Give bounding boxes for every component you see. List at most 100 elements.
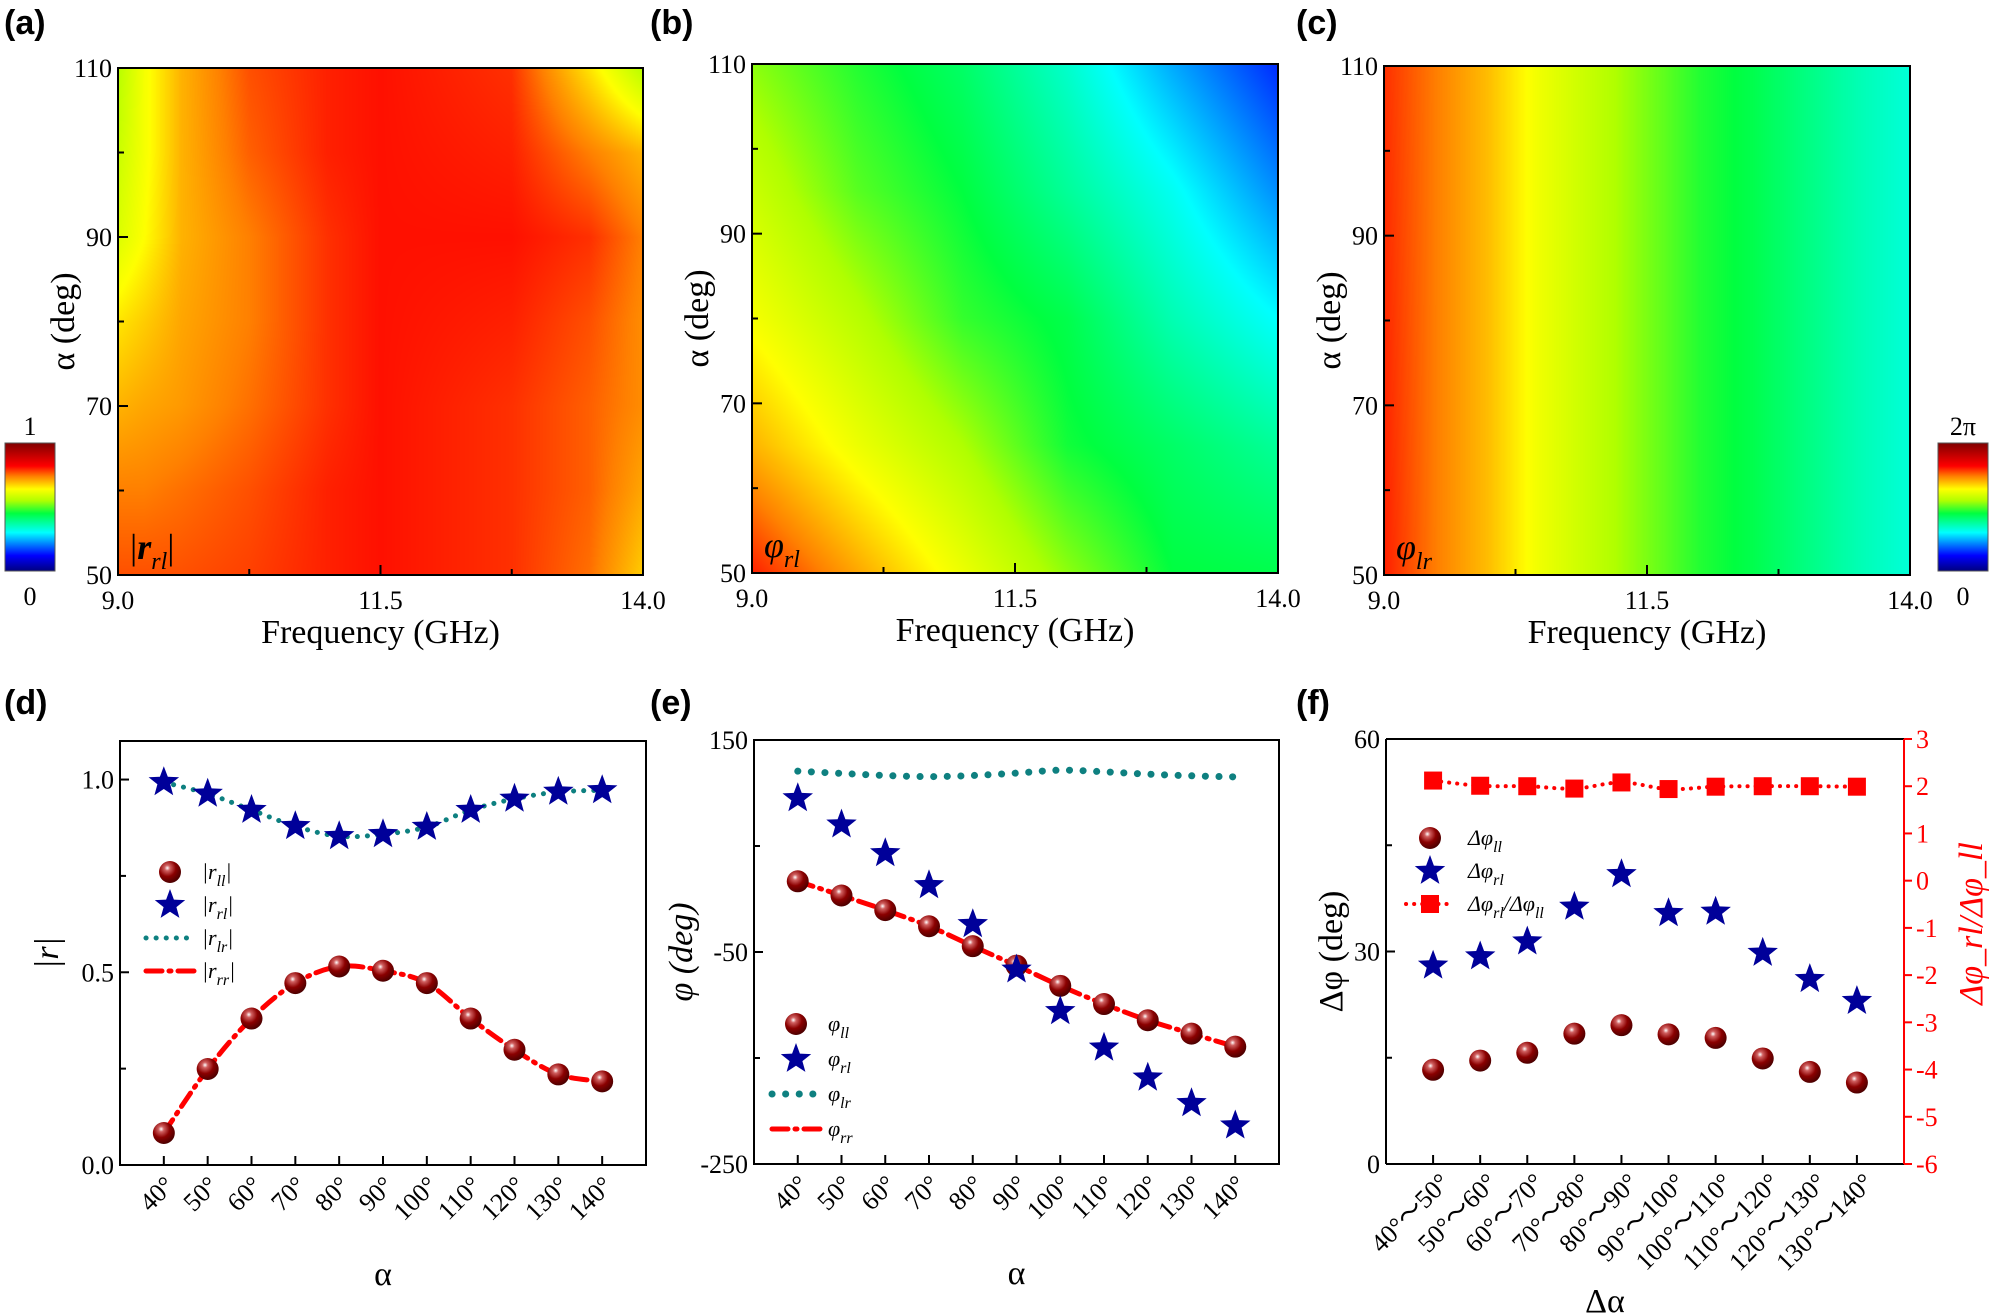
y-tick-label: 90 [86, 223, 112, 252]
legend-label-subscript: rl [840, 1060, 851, 1077]
legend-label: |rll| [202, 859, 232, 890]
y-tick-label: -50 [713, 938, 748, 967]
star-marker [1001, 953, 1032, 983]
ball-marker [785, 1013, 807, 1035]
star-marker [192, 777, 223, 807]
legend-label-close: | [227, 892, 233, 917]
star-marker [826, 808, 857, 838]
panel-b-heatmap: 9.0 11.5 14.0 50 70 90 110 Frequency (GHz) α (de… [679, 50, 1301, 649]
map-label-main: | [130, 527, 137, 567]
star-marker [586, 774, 618, 804]
y-tick-label: 110 [708, 50, 746, 79]
x-tick-label: 70° [265, 1171, 311, 1217]
legend-label-subscript2: ll [1535, 905, 1544, 922]
y-tick-label: 50 [720, 559, 746, 588]
x-tick-label: 80° [309, 1171, 355, 1217]
legend-label-main: Δφ [1467, 825, 1493, 850]
x-tick-label: 11.5 [1625, 586, 1670, 615]
legend-label: Δφrl/Δφll [1467, 891, 1544, 922]
ball-marker [196, 1058, 219, 1081]
square-marker [1518, 777, 1537, 796]
square-marker [1424, 771, 1443, 790]
square-marker [1800, 777, 1819, 796]
map-label-subscript: rl [151, 549, 167, 575]
y-tick-label: 60 [1354, 725, 1380, 754]
star-marker [870, 837, 901, 867]
ball-marker [1419, 827, 1441, 849]
legend-label-main: |r [202, 859, 217, 884]
star-marker [913, 869, 945, 899]
ball-marker [1516, 1041, 1539, 1064]
star-marker [367, 818, 399, 848]
square-marker [1612, 773, 1631, 792]
legend-label-subscript: lr [217, 939, 228, 956]
y-axis-title: φ (deg) [663, 902, 700, 1001]
ball-marker [786, 870, 809, 893]
ball-marker [1798, 1060, 1821, 1083]
star-marker [499, 782, 530, 812]
map-label-symbol: r [137, 527, 152, 567]
square-marker [1847, 777, 1866, 796]
y-axis-title: α (deg) [1311, 271, 1348, 369]
x-tick-label: 110° [432, 1171, 487, 1226]
legend-label-close: | [226, 859, 232, 884]
panel-c-heatmap: 9.0 11.5 14.0 50 70 90 110 Frequency (GHz) α (de… [1311, 52, 1989, 651]
ball-marker [1469, 1049, 1492, 1072]
legend-label-subscript: ll [1493, 839, 1502, 856]
colorbar-max-label: 2π [1950, 412, 1976, 441]
colorbar-min-label: 0 [1957, 582, 1970, 611]
map-label-subscript: lr [1416, 549, 1433, 575]
y-axis-title: α (deg) [679, 269, 716, 367]
star-marker [1794, 963, 1825, 993]
legend-label-main: |r [202, 925, 217, 950]
panel-d-reflection-magnitude: 40°50°60°70°80°90°100°110°120°130°140°0.… [29, 740, 647, 1293]
legend-label-main: φ [828, 1046, 840, 1071]
right-y-tick-label: -2 [1916, 961, 1938, 990]
y-tick-label: 30 [1354, 938, 1380, 967]
ball-marker [1845, 1071, 1868, 1094]
panel-letter-c: (c) [1296, 4, 1338, 42]
y-axis-title: Δφ (deg) [1313, 891, 1350, 1013]
colorbar-min-label: 0 [24, 582, 37, 611]
heatmap-image [752, 64, 1278, 573]
heatmap-image [1384, 66, 1910, 575]
square-marker [1706, 777, 1725, 796]
panel-letter-e: (e) [650, 684, 692, 722]
y-tick-label: 150 [709, 726, 748, 755]
legend-label-main2: /Δφ [1502, 891, 1535, 916]
y-tick-label: 70 [1352, 391, 1378, 420]
legend-label-subscript: rl [1493, 905, 1504, 922]
series-line-bigdotted [794, 766, 1239, 781]
panel-letter-b: (b) [650, 4, 693, 42]
series-line-dashdot [161, 963, 605, 1136]
x-tick-label: 140° [1196, 1170, 1251, 1225]
x-axis-title: Frequency (GHz) [896, 612, 1135, 649]
x-axis-title: Frequency (GHz) [1528, 614, 1767, 651]
star-marker [1088, 1031, 1120, 1061]
square-marker [1421, 895, 1439, 913]
right-y-tick-label: 1 [1916, 819, 1929, 848]
x-tick-label: 9.0 [736, 584, 769, 613]
x-axis-title: Frequency (GHz) [261, 614, 500, 651]
right-y-tick-label: 2 [1916, 772, 1929, 801]
y-tick-label: 70 [720, 389, 746, 418]
legend-label: φlr [828, 1081, 852, 1112]
x-axis-title: Δα [1585, 1283, 1625, 1315]
legend-label-subscript: rl [217, 906, 228, 923]
ball-marker [1751, 1047, 1774, 1070]
star-marker [236, 794, 267, 823]
ball-marker [1657, 1023, 1680, 1046]
y-tick-label: 110 [74, 54, 112, 83]
x-tick-label: 100° [388, 1171, 443, 1226]
right-y-tick-label: -4 [1916, 1056, 1938, 1085]
star-marker [1700, 895, 1731, 925]
star-marker [1747, 936, 1778, 966]
square-marker [1659, 780, 1678, 799]
x-tick-label: 80° [943, 1170, 989, 1216]
y-tick-label: 0 [1367, 1150, 1380, 1179]
star-marker [323, 820, 355, 850]
square-marker [1471, 776, 1490, 795]
star-marker [1653, 897, 1684, 927]
x-tick-label: 130° [1152, 1170, 1207, 1225]
